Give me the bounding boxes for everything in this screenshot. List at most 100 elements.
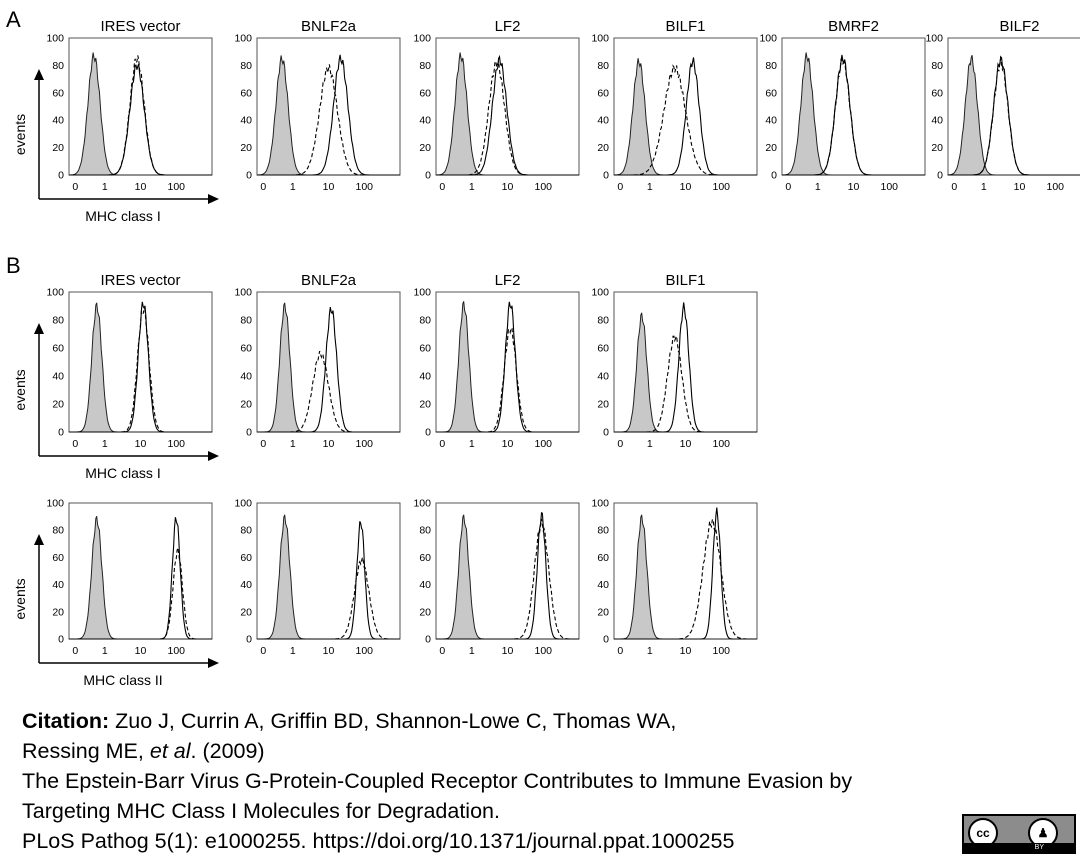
series-dashed-line bbox=[69, 55, 212, 176]
y-tick-label: 20 bbox=[52, 606, 64, 618]
plot-title: BILF2 bbox=[999, 18, 1039, 35]
x-tick-label: 1 bbox=[102, 645, 108, 657]
y-tick-label: 40 bbox=[52, 115, 64, 127]
y-tick-label: 80 bbox=[597, 60, 609, 72]
y-tick-label: 100 bbox=[46, 287, 64, 299]
x-tick-label: 100 bbox=[167, 645, 185, 657]
citation-title-1: The Epstein-Barr Virus G-Protein-Coupled… bbox=[22, 769, 853, 793]
y-tick-label: 0 bbox=[58, 427, 64, 439]
x-tick-label: 0 bbox=[439, 645, 445, 657]
citation-line-1: Citation: Zuo J, Currin A, Griffin BD, S… bbox=[22, 706, 852, 736]
y-tick-label: 100 bbox=[591, 287, 609, 299]
x-tick-label: 1 bbox=[102, 438, 108, 450]
x-tick-label: 0 bbox=[72, 181, 78, 193]
citation-journal[interactable]: PLoS Pathog 5(1): e1000255. https://doi.… bbox=[22, 829, 735, 853]
x-tick-label: 1 bbox=[647, 438, 653, 450]
y-tick-label: 60 bbox=[419, 552, 431, 564]
x-tick-label: 10 bbox=[502, 645, 514, 657]
y-tick-label: 100 bbox=[413, 498, 431, 510]
y-tick-label: 80 bbox=[597, 315, 609, 327]
x-tick-label: 10 bbox=[1014, 181, 1026, 193]
y-tick-label: 60 bbox=[240, 343, 252, 355]
y-tick-label: 20 bbox=[419, 142, 431, 154]
by-label: BY bbox=[964, 843, 1074, 852]
y-tick-label: 20 bbox=[597, 606, 609, 618]
y-tick-label: 40 bbox=[419, 371, 431, 383]
plot-title: BILF1 bbox=[665, 272, 705, 289]
x-tick-label: 100 bbox=[534, 181, 552, 193]
y-tick-label: 0 bbox=[58, 634, 64, 646]
y-tick-label: 20 bbox=[240, 606, 252, 618]
y-tick-label: 60 bbox=[597, 343, 609, 355]
x-tick-label: 0 bbox=[951, 181, 957, 193]
y-tick-label: 0 bbox=[603, 170, 609, 182]
series-dashed-line bbox=[257, 64, 400, 176]
x-tick-label: 1 bbox=[647, 181, 653, 193]
y-tick-label: 60 bbox=[765, 87, 777, 99]
y-tick-label: 100 bbox=[413, 287, 431, 299]
y-tick-label: 80 bbox=[765, 60, 777, 72]
series-control-filled bbox=[614, 514, 757, 640]
series-dashed-line bbox=[257, 350, 400, 433]
y-tick-label: 40 bbox=[240, 371, 252, 383]
y-tick-label: 80 bbox=[240, 315, 252, 327]
x-tick-label: 0 bbox=[260, 438, 266, 450]
y-tick-label: 100 bbox=[591, 33, 609, 45]
x-tick-label: 0 bbox=[72, 645, 78, 657]
y-tick-label: 80 bbox=[931, 60, 943, 72]
x-tick-label: 100 bbox=[355, 645, 373, 657]
y-tick-label: 20 bbox=[240, 142, 252, 154]
y-tick-label: 100 bbox=[234, 287, 252, 299]
y-tick-label: 0 bbox=[603, 427, 609, 439]
plot-title: IRES vector bbox=[100, 272, 180, 289]
series-control-filled bbox=[614, 312, 757, 433]
series-solid-line bbox=[614, 507, 757, 640]
x-tick-label: 0 bbox=[617, 438, 623, 450]
y-axis-arrowhead bbox=[34, 69, 44, 80]
x-tick-label: 1 bbox=[469, 438, 475, 450]
y-tick-label: 20 bbox=[597, 399, 609, 411]
x-tick-label: 1 bbox=[102, 181, 108, 193]
y-tick-label: 0 bbox=[603, 634, 609, 646]
y-tick-label: 60 bbox=[419, 343, 431, 355]
y-tick-label: 0 bbox=[425, 634, 431, 646]
y-tick-label: 80 bbox=[52, 525, 64, 537]
y-tick-label: 80 bbox=[419, 60, 431, 72]
series-dashed-line bbox=[69, 547, 212, 640]
y-tick-label: 0 bbox=[246, 170, 252, 182]
y-tick-label: 60 bbox=[52, 343, 64, 355]
plot-title: BILF1 bbox=[665, 18, 705, 35]
series-dashed-line bbox=[614, 518, 757, 640]
y-tick-label: 60 bbox=[240, 87, 252, 99]
citation-line-2: Ressing ME, et al. (2009) bbox=[22, 736, 852, 766]
y-tick-label: 100 bbox=[46, 33, 64, 45]
citation-authors-2: Ressing ME, bbox=[22, 739, 150, 763]
plot-title: BNLF2a bbox=[301, 272, 357, 289]
x-tick-label: 100 bbox=[534, 438, 552, 450]
citation-year: . (2009) bbox=[190, 739, 265, 763]
series-control-filled bbox=[436, 514, 579, 640]
x-tick-label: 100 bbox=[880, 181, 898, 193]
cc-by-license-badge[interactable]: cc ♟ BY bbox=[962, 814, 1076, 854]
y-axis-label: events bbox=[12, 114, 28, 155]
y-tick-label: 0 bbox=[425, 427, 431, 439]
x-tick-label: 10 bbox=[323, 645, 335, 657]
x-tick-label: 1 bbox=[290, 181, 296, 193]
x-tick-label: 10 bbox=[323, 181, 335, 193]
x-tick-label: 10 bbox=[680, 438, 692, 450]
y-tick-label: 40 bbox=[419, 115, 431, 127]
series-solid-line bbox=[436, 54, 579, 176]
plot-title: BMRF2 bbox=[828, 18, 879, 35]
x-tick-label: 1 bbox=[815, 181, 821, 193]
x-axis-label: MHC class II bbox=[83, 672, 162, 688]
y-tick-label: 80 bbox=[419, 525, 431, 537]
y-tick-label: 20 bbox=[597, 142, 609, 154]
y-tick-label: 20 bbox=[419, 399, 431, 411]
y-tick-label: 0 bbox=[771, 170, 777, 182]
y-axis-label: events bbox=[12, 578, 28, 619]
y-tick-label: 40 bbox=[765, 115, 777, 127]
series-dashed-line bbox=[614, 334, 757, 433]
series-control-filled bbox=[782, 52, 925, 176]
y-tick-label: 20 bbox=[419, 606, 431, 618]
